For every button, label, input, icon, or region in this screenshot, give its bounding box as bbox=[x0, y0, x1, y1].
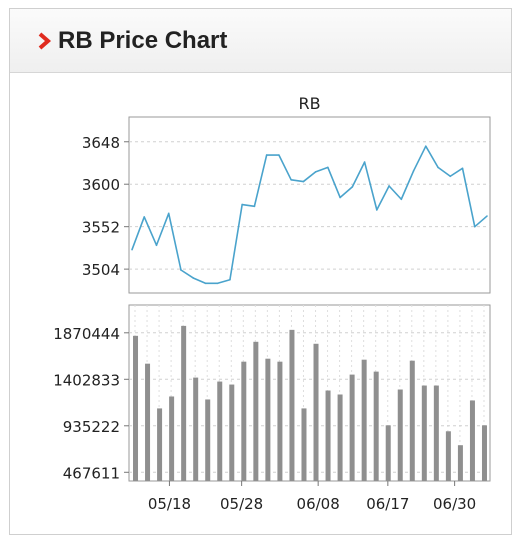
price-line-segment bbox=[155, 212, 170, 247]
price-chart-widget: RB Price Chart RB 3504 3552 3600 3648 467611 9… bbox=[9, 8, 512, 535]
price-line-segment bbox=[229, 203, 243, 281]
volume-bar bbox=[157, 408, 163, 481]
price-line-segment bbox=[461, 167, 476, 228]
widget-header: RB Price Chart bbox=[10, 9, 511, 73]
volume-bar bbox=[469, 400, 475, 481]
volume-bar bbox=[169, 396, 175, 481]
price-line-segment bbox=[192, 277, 207, 285]
bar-y-tick-label: 1870444 bbox=[53, 325, 120, 343]
price-line-segment bbox=[376, 185, 390, 211]
volume-bar bbox=[457, 445, 463, 481]
x-tick-label: 06/08 bbox=[297, 495, 340, 513]
volume-bar bbox=[433, 385, 439, 481]
price-line-segment bbox=[314, 166, 329, 173]
volume-bar bbox=[337, 394, 343, 481]
bar-y-tick-label: 1402833 bbox=[53, 371, 120, 389]
price-line-segment bbox=[143, 216, 158, 247]
volume-bar bbox=[373, 371, 379, 481]
bar-panel-frame bbox=[128, 304, 491, 482]
volume-bar bbox=[421, 385, 427, 481]
x-tick-label: 05/18 bbox=[148, 495, 191, 513]
volume-bar bbox=[409, 360, 415, 481]
price-line-segment bbox=[241, 203, 256, 208]
bar-y-tick-label: 467611 bbox=[63, 464, 120, 482]
volume-bar bbox=[241, 361, 247, 481]
volume-bar bbox=[253, 341, 259, 481]
x-tick-label: 06/30 bbox=[433, 495, 476, 513]
price-line-segment bbox=[412, 145, 427, 172]
volume-bar bbox=[133, 335, 139, 481]
price-line-segment bbox=[351, 161, 366, 188]
price-line-segment bbox=[253, 154, 268, 208]
price-line-segment bbox=[437, 166, 452, 178]
price-line-segment bbox=[216, 278, 231, 285]
price-line-segment bbox=[180, 269, 195, 279]
line-y-tick-label: 3648 bbox=[82, 134, 120, 152]
chart-area: RB 3504 3552 3600 3648 467611 935222 1402833 187… bbox=[10, 73, 513, 534]
price-line-segment bbox=[473, 215, 488, 228]
line-panel-frame bbox=[128, 116, 491, 294]
price-line-segment bbox=[339, 186, 354, 199]
volume-bar bbox=[217, 381, 223, 481]
line-y-tick-label: 3600 bbox=[82, 176, 120, 194]
volume-bar bbox=[397, 389, 403, 481]
volume-bar bbox=[229, 384, 235, 481]
volume-bar bbox=[265, 358, 271, 481]
volume-bar bbox=[277, 361, 283, 481]
price-line-segment bbox=[400, 170, 415, 201]
bar-y-tick-label: 935222 bbox=[63, 418, 120, 436]
widget-title: RB Price Chart bbox=[58, 26, 228, 54]
line-y-tick-label: 3552 bbox=[82, 219, 120, 237]
volume-bar bbox=[481, 425, 487, 481]
chart-svg: RB 3504 3552 3600 3648 467611 935222 1402833 187… bbox=[53, 94, 491, 513]
volume-bar bbox=[313, 343, 319, 481]
x-tick-label: 05/28 bbox=[220, 495, 263, 513]
volume-bar bbox=[349, 374, 355, 481]
price-line-segment bbox=[388, 185, 403, 201]
price-line-segment bbox=[290, 178, 305, 183]
volume-bar bbox=[193, 377, 199, 481]
volume-bar bbox=[325, 390, 331, 481]
price-line-segment bbox=[424, 145, 439, 169]
price-line-segment bbox=[131, 216, 146, 251]
price-line-segment bbox=[278, 154, 292, 181]
volume-bar bbox=[205, 399, 211, 481]
volume-bar bbox=[445, 431, 451, 481]
volume-bar bbox=[385, 425, 391, 481]
volume-bar bbox=[181, 325, 187, 481]
volume-bar bbox=[145, 363, 151, 481]
chevron-right-icon bbox=[38, 31, 52, 50]
line-y-tick-label: 3504 bbox=[82, 261, 120, 279]
price-line-segment bbox=[302, 171, 317, 183]
chart-title: RB bbox=[298, 94, 320, 113]
volume-bar bbox=[361, 359, 367, 481]
volume-bar bbox=[289, 329, 295, 481]
price-line-segment bbox=[167, 212, 182, 271]
price-line-segment bbox=[449, 167, 464, 178]
price-line-segment bbox=[363, 161, 378, 211]
price-line-segment bbox=[327, 166, 341, 199]
x-tick-label: 06/17 bbox=[366, 495, 409, 513]
volume-bar bbox=[301, 408, 307, 481]
